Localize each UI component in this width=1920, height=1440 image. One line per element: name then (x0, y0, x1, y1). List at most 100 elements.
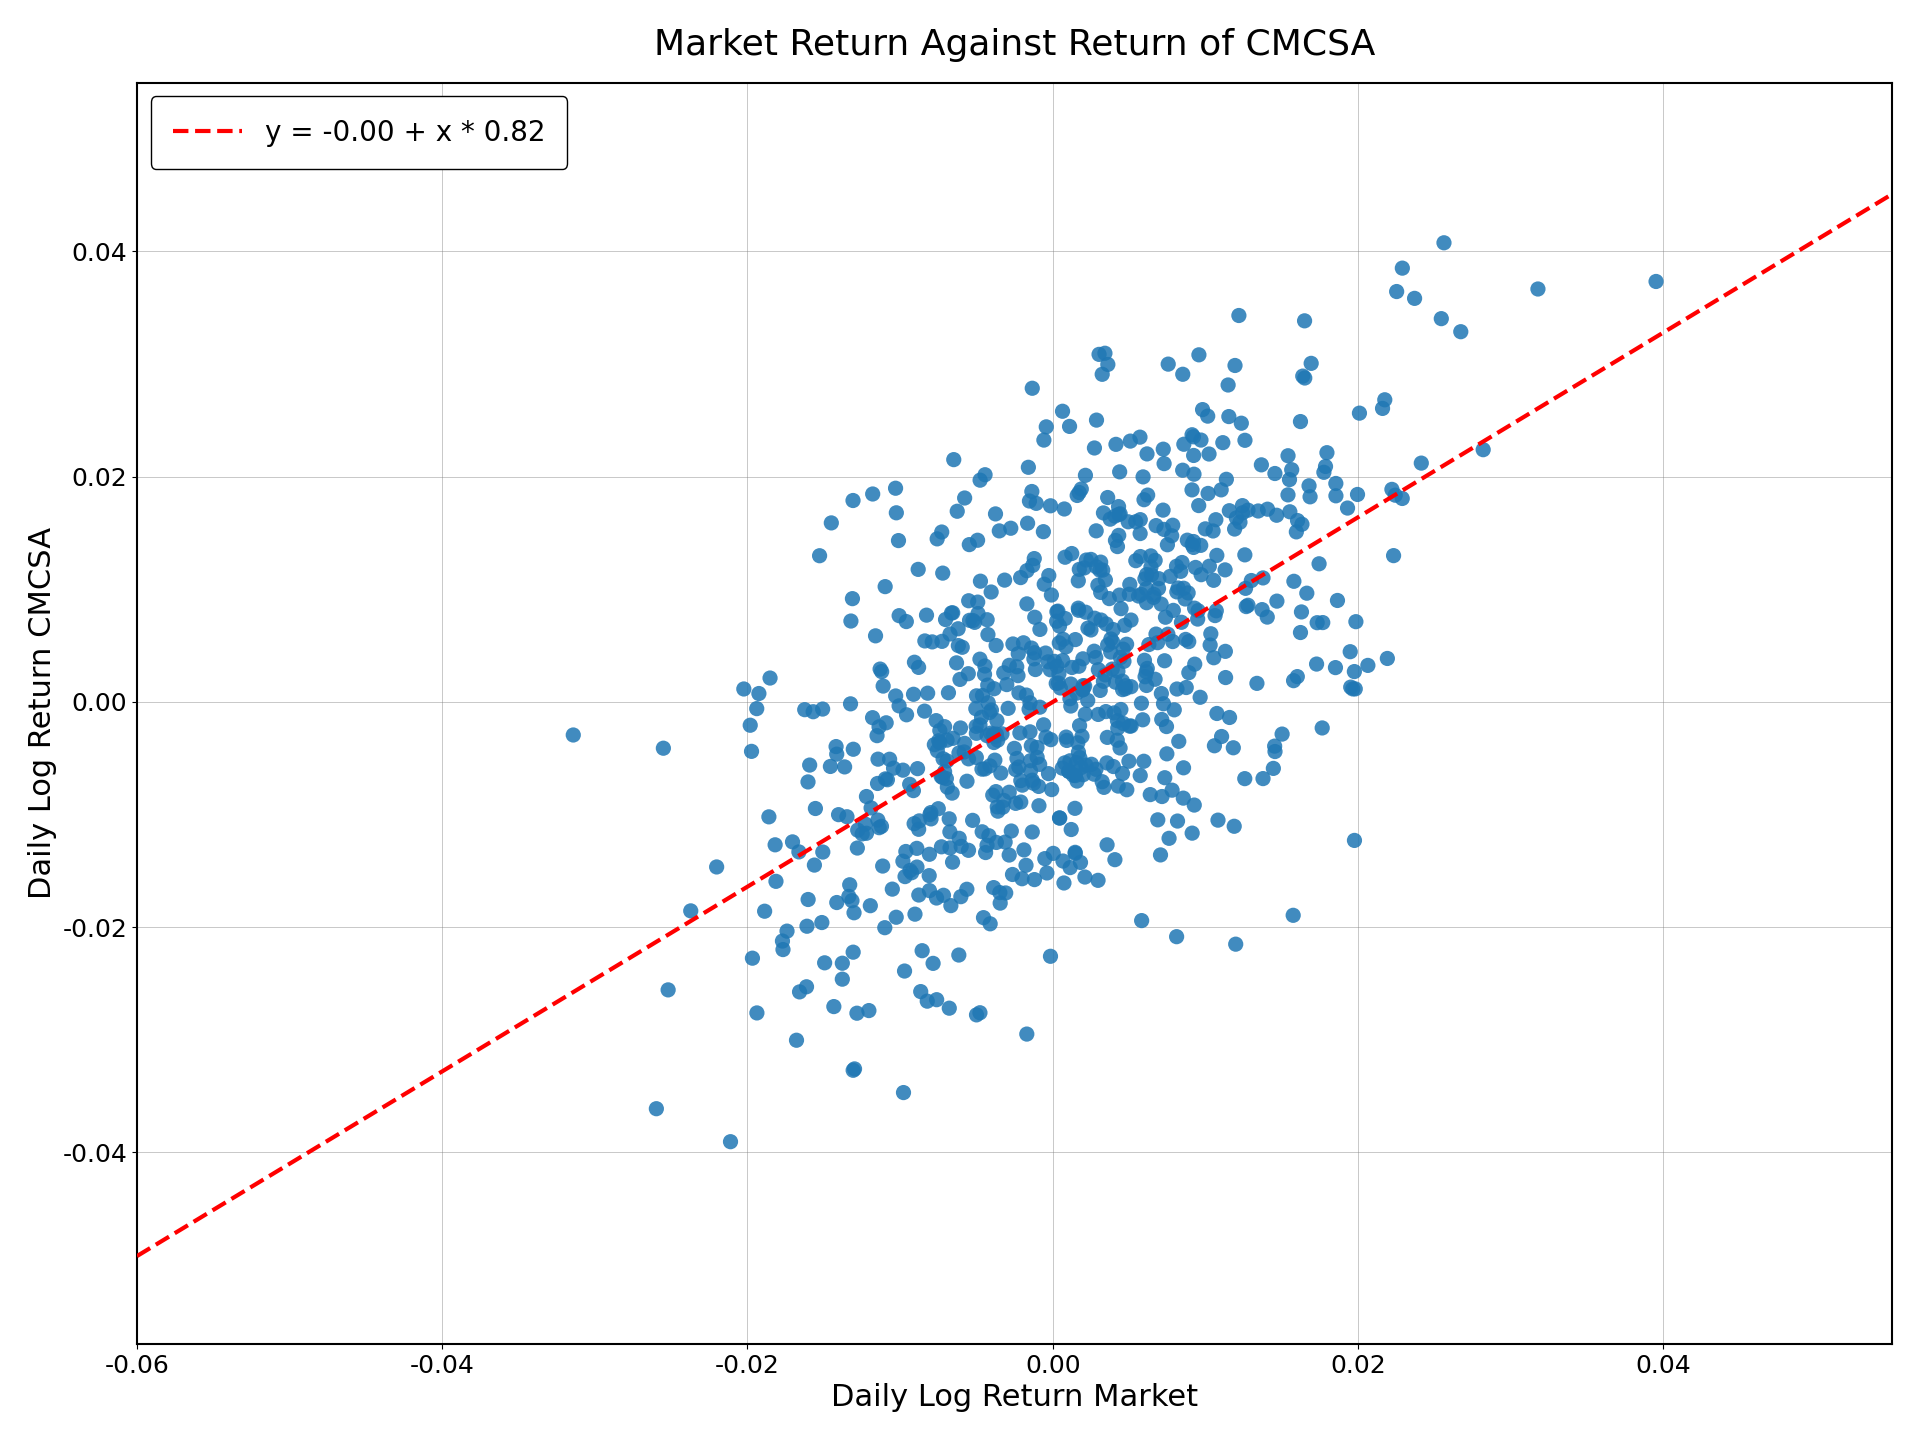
Point (1102, 710, 1133, 733)
Point (1092, 353, 1123, 376)
Point (1041, 609, 1071, 632)
Point (1428, 232, 1459, 255)
Point (1087, 363, 1117, 386)
Point (1323, 589, 1354, 612)
Point (1286, 513, 1317, 536)
Point (1261, 589, 1292, 612)
Point (987, 723, 1018, 746)
Point (1127, 465, 1158, 488)
Point (1208, 431, 1238, 454)
Point (991, 881, 1021, 904)
Point (816, 511, 847, 534)
Point (929, 716, 960, 739)
Point (935, 622, 966, 645)
Point (1135, 556, 1165, 579)
Point (1129, 567, 1160, 590)
Point (977, 723, 1008, 746)
Point (1102, 775, 1133, 798)
Point (1064, 746, 1094, 769)
Point (1139, 583, 1169, 606)
Point (1048, 628, 1079, 651)
Point (970, 662, 1000, 685)
Point (981, 795, 1012, 818)
Point (1177, 533, 1208, 556)
Point (1369, 389, 1400, 412)
Point (1179, 444, 1210, 467)
Point (1154, 564, 1185, 588)
Point (1131, 592, 1162, 615)
Point (973, 701, 1004, 724)
Point (1014, 698, 1044, 721)
Point (1227, 412, 1258, 435)
Point (1004, 756, 1035, 779)
Point (1085, 580, 1116, 603)
Point (1012, 1022, 1043, 1045)
Point (943, 618, 973, 641)
Point (929, 760, 960, 783)
Point (789, 698, 820, 721)
Point (1198, 520, 1229, 543)
Point (897, 861, 927, 884)
Point (837, 737, 868, 760)
Point (1089, 501, 1119, 524)
Point (914, 878, 945, 901)
Point (1179, 793, 1210, 816)
Point (1054, 687, 1085, 710)
Point (1018, 648, 1048, 671)
Point (931, 729, 962, 752)
Point (1233, 498, 1263, 521)
Point (1152, 742, 1183, 765)
Point (1229, 429, 1260, 452)
Point (1213, 706, 1244, 729)
Point (1217, 736, 1248, 759)
Point (1069, 464, 1100, 487)
Point (927, 629, 958, 652)
Point (948, 740, 979, 763)
Point (995, 780, 1025, 804)
Point (1094, 588, 1125, 611)
Point (924, 798, 954, 821)
Point (1012, 592, 1043, 615)
Point (1427, 307, 1457, 330)
Point (1246, 598, 1277, 621)
Point (889, 959, 920, 982)
Point (937, 602, 968, 625)
Point (1179, 425, 1210, 448)
Point (828, 968, 858, 991)
Point (1304, 553, 1334, 576)
Point (1227, 501, 1258, 524)
Point (1114, 714, 1144, 737)
Point (772, 920, 803, 943)
Point (1075, 753, 1106, 776)
Point (895, 773, 925, 796)
Point (1129, 649, 1160, 672)
Point (1092, 726, 1123, 749)
Point (935, 837, 966, 860)
Point (1185, 685, 1215, 708)
Point (983, 729, 1014, 752)
Point (1020, 641, 1050, 664)
Point (970, 841, 1000, 864)
Point (1092, 487, 1123, 510)
Point (1081, 520, 1112, 543)
Point (1173, 582, 1204, 605)
Point (837, 588, 868, 611)
Point (962, 590, 993, 613)
Point (1177, 423, 1208, 446)
Point (958, 809, 989, 832)
Point (822, 891, 852, 914)
Point (791, 975, 822, 998)
Point (1016, 636, 1046, 660)
Point (1060, 628, 1091, 651)
Point (1043, 655, 1073, 678)
Point (975, 698, 1006, 721)
Point (1006, 773, 1037, 796)
Point (1231, 577, 1261, 600)
Point (931, 749, 962, 772)
Point (1081, 556, 1112, 579)
Point (1054, 415, 1085, 438)
Point (1125, 765, 1156, 788)
Point (933, 681, 964, 704)
Point (952, 770, 983, 793)
Point (1085, 559, 1116, 582)
